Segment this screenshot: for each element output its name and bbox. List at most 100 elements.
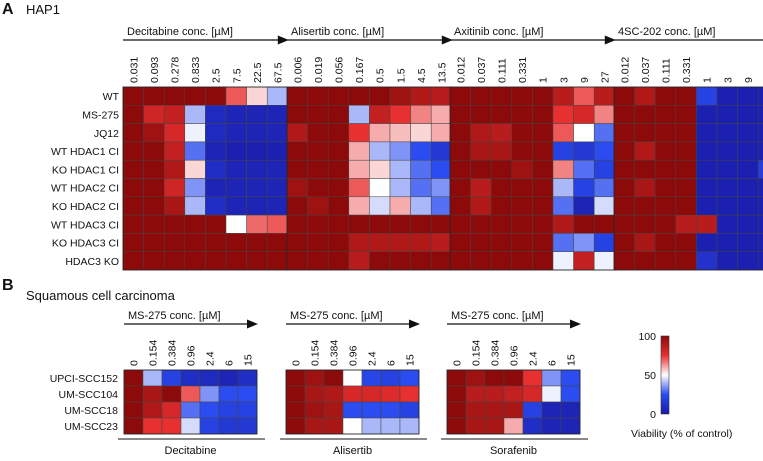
heatmap-cell [342, 385, 363, 403]
arrowhead-icon [604, 35, 616, 45]
column-tick-label: 9 [743, 77, 755, 83]
heatmap-cell [184, 123, 206, 143]
heatmap-cell [470, 141, 492, 161]
column-tick-label: 2.5 [211, 68, 223, 83]
column-tick-label: 0.006 [292, 57, 304, 83]
column-tick-label: 0.384 [329, 340, 341, 366]
heatmap-cell [634, 214, 656, 234]
heatmap-cell [410, 214, 432, 234]
heatmap-cell [757, 196, 763, 216]
heatmap-cell [484, 417, 505, 435]
heatmap-cell [593, 178, 616, 198]
heatmap-cell [484, 385, 505, 403]
heatmap-cell [449, 86, 471, 106]
heatmap-cell [246, 251, 268, 271]
column-tick-label: 0.031 [128, 57, 140, 83]
heatmap-cell [286, 123, 308, 143]
row-label: HDAC3 KO [65, 256, 119, 268]
heatmap-cell [654, 86, 677, 106]
heatmap-cell [205, 178, 227, 198]
heatmap-cell [266, 123, 289, 143]
heatmap-cell [205, 123, 227, 143]
arrowhead-icon [570, 319, 581, 329]
heatmap-cell [446, 385, 467, 403]
column-tick-label: 0 [452, 360, 464, 366]
heatmap-cell [560, 401, 581, 419]
heatmap-cell [266, 141, 289, 161]
heatmap-cell [163, 141, 186, 161]
heatmap-cell [246, 105, 268, 124]
heatmap-cell [430, 159, 453, 179]
heatmap-cell [470, 178, 492, 198]
heatmap-cell [613, 159, 635, 179]
heatmap-cell [225, 105, 247, 124]
heatmap-cell [225, 233, 247, 252]
heatmap-cell [449, 123, 471, 143]
heatmap-cell [199, 417, 220, 435]
heatmap-cell [675, 86, 697, 106]
heatmap-cell [205, 159, 227, 179]
heatmap-cell [449, 214, 471, 234]
heatmap-cell [246, 123, 268, 143]
heatmap-6: MS-275 conc. [µM] 0 0.154 0.384 0.96 2.4 6 15 Al… [280, 310, 427, 457]
heatmap-cell [122, 159, 144, 179]
heatmap-cell [634, 105, 656, 124]
heatmap-cell [246, 159, 268, 179]
column-tick-label: 13.5 [437, 62, 449, 83]
heatmap-cell [122, 251, 144, 271]
heatmap-cell [205, 196, 227, 216]
column-tick-label: 0.037 [640, 57, 652, 83]
heatmap-cell [123, 417, 144, 435]
heatmap-cell [511, 251, 533, 271]
heatmap-cell [573, 159, 595, 179]
heatmap-cell [143, 178, 165, 198]
column-tick-label: 0.154 [148, 340, 160, 366]
heatmap-cell [430, 251, 453, 271]
heatmap-cell [184, 86, 206, 106]
heatmap-cell [184, 178, 206, 198]
heatmap-cell [654, 233, 677, 252]
heatmap-cell [696, 86, 718, 106]
heatmap-cell [757, 159, 763, 179]
heatmap-cell [199, 401, 220, 419]
heatmap-frame [285, 369, 420, 435]
row-label: WT HDAC2 CI [51, 183, 119, 195]
heatmap-cell [532, 105, 554, 124]
column-tick-label: 1.5 [395, 68, 407, 83]
heatmap-cell [470, 123, 492, 143]
heatmap-cell [304, 401, 325, 419]
heatmap-cell [225, 214, 247, 234]
heatmap-cell [369, 214, 391, 234]
heatmap-cell [286, 141, 308, 161]
heatmap-cell [465, 401, 486, 419]
heatmap-cell [225, 123, 247, 143]
heatmap-cell [503, 369, 524, 387]
heatmap-cell [123, 369, 144, 387]
heatmap-cell [490, 233, 513, 252]
heatmap-cell [593, 123, 616, 143]
heatmap-cell [654, 196, 677, 216]
heatmap-cell [218, 417, 239, 435]
heatmap-cell [511, 123, 533, 143]
heatmap-cell [286, 251, 308, 271]
heatmap-cell [199, 385, 220, 403]
colorbar-title: Viability (% of control) [631, 428, 732, 440]
heatmap-cell [225, 251, 247, 271]
heatmap-cell [490, 214, 513, 234]
heatmap-cell [348, 105, 370, 124]
heatmap-cell [410, 251, 432, 271]
row-label: UM-SCC18 [64, 405, 118, 417]
heatmap-cell [532, 86, 554, 106]
heatmap-cell [286, 178, 308, 198]
heatmap-cell [143, 123, 165, 143]
heatmap-cell [675, 233, 697, 252]
heatmap-cell [369, 233, 391, 252]
heatmap-cell [716, 196, 738, 216]
drug-label: Alisertib [333, 445, 372, 457]
heatmap-cell [225, 196, 247, 216]
row-label: UM-SCC104 [58, 389, 118, 401]
column-tick-label: 0.111 [661, 58, 673, 83]
heatmap-cell [430, 178, 453, 198]
heatmap-cell [737, 159, 759, 179]
